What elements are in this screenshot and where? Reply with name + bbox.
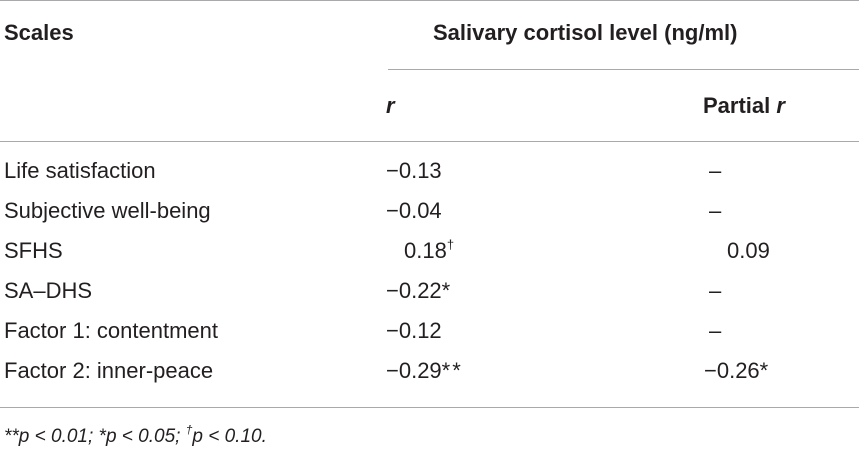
row-r-value: −0.04	[386, 198, 442, 223]
header-salivary-cortisol: Salivary cortisol level (ng/ml)	[433, 20, 738, 45]
row-scale: SFHS	[4, 238, 63, 263]
header-partial-r-symbol: r	[776, 93, 785, 118]
row-scale: SA–DHS	[4, 278, 93, 303]
table-bottom-rule	[0, 407, 859, 408]
header-partial-r: Partial r	[703, 93, 785, 119]
row-partial-value: –	[709, 158, 722, 183]
row-r-value: −0.29**	[386, 358, 463, 383]
footnote: **p < 0.01; *p < 0.05; †p < 0.10.	[4, 423, 267, 448]
row-partial-value: 0.09	[727, 238, 770, 263]
row-partial-value: –	[709, 198, 722, 223]
row-partial-value: −0.26*	[704, 358, 769, 383]
row-r-value: −0.13	[386, 158, 442, 183]
group-header-rule	[388, 69, 859, 70]
footnote-dagger: †	[185, 423, 193, 437]
footnote-p-values: **p < 0.01; *p < 0.05;	[4, 426, 186, 447]
header-scales: Scales	[4, 20, 74, 45]
row-partial-value: –	[709, 318, 722, 343]
row-partial-value: –	[709, 278, 722, 303]
header-partial-label: Partial	[703, 93, 777, 118]
row-r-value: −0.12	[386, 318, 442, 343]
header-r: r	[386, 93, 395, 118]
row-scale: Life satisfaction	[4, 158, 156, 183]
top-rule	[0, 0, 859, 1]
footnote-p-dagger: p < 0.10.	[192, 426, 267, 447]
header-bottom-rule	[0, 141, 859, 142]
row-r-value: 0.18†	[404, 237, 455, 263]
row-scale: Factor 2: inner-peace	[4, 358, 214, 383]
row-scale: Factor 1: contentment	[4, 318, 218, 343]
row-r-value: −0.22*	[386, 278, 451, 303]
row-scale: Subjective well-being	[4, 198, 211, 223]
